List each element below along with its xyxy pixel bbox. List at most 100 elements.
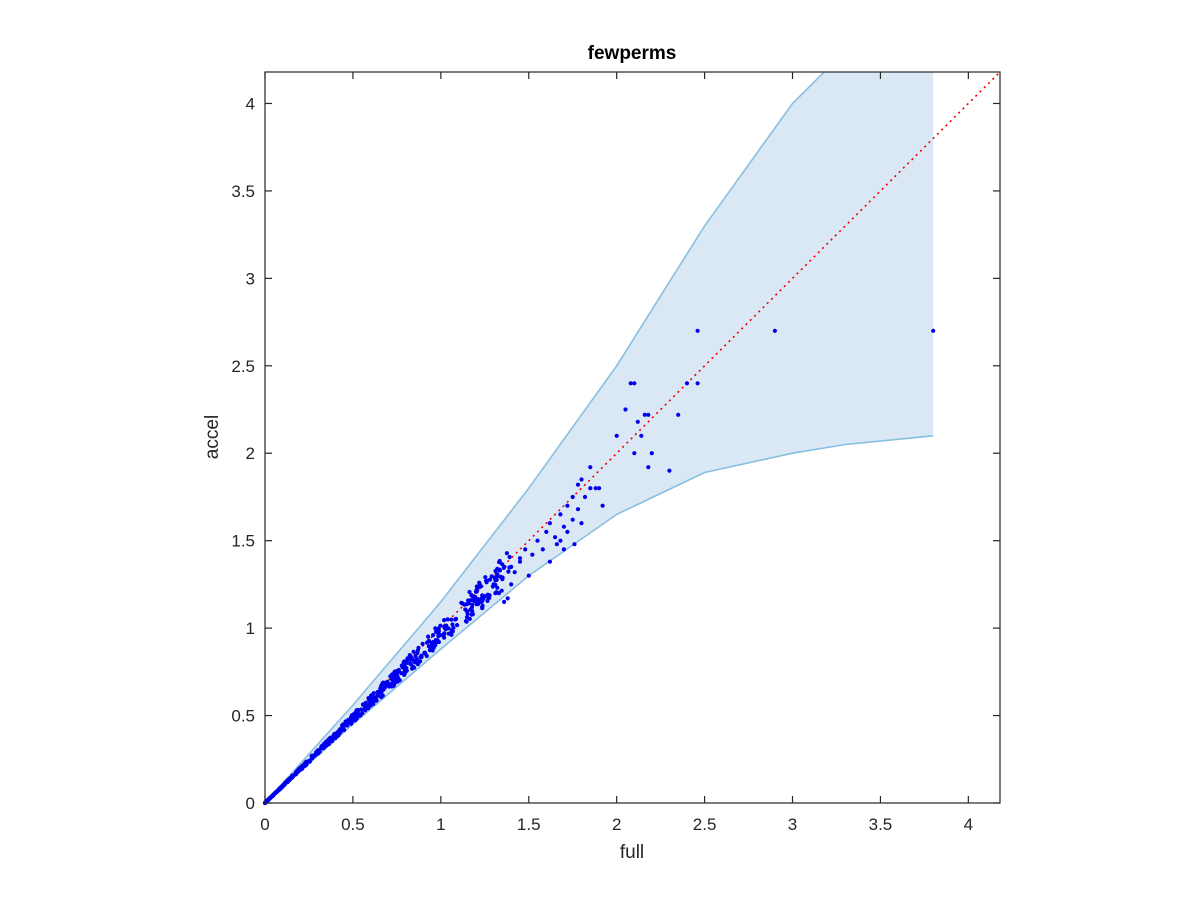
data-point bbox=[561, 524, 567, 529]
data-point bbox=[495, 585, 500, 590]
data-point bbox=[597, 486, 602, 491]
data-point bbox=[459, 600, 464, 605]
data-point bbox=[642, 412, 647, 417]
data-point bbox=[540, 547, 545, 552]
data-point bbox=[553, 535, 558, 540]
data-point bbox=[695, 328, 700, 333]
data-point bbox=[426, 634, 431, 639]
data-point bbox=[509, 582, 514, 587]
data-point bbox=[575, 507, 581, 512]
data-point bbox=[506, 569, 511, 574]
data-point bbox=[484, 578, 489, 583]
data-point bbox=[427, 648, 432, 653]
data-point bbox=[570, 494, 575, 500]
data-point bbox=[517, 556, 523, 561]
data-point bbox=[330, 735, 335, 740]
data-point bbox=[437, 633, 442, 638]
data-point bbox=[429, 643, 434, 648]
confidence-band bbox=[265, 72, 934, 803]
data-point bbox=[588, 486, 593, 491]
data-point bbox=[292, 772, 297, 777]
data-point bbox=[377, 690, 382, 695]
data-point bbox=[635, 419, 640, 424]
data-point bbox=[467, 589, 472, 595]
data-point bbox=[374, 698, 379, 703]
data-point bbox=[558, 538, 563, 543]
data-point bbox=[588, 465, 593, 470]
data-point bbox=[646, 412, 651, 417]
data-point bbox=[485, 598, 490, 604]
data-point bbox=[399, 663, 404, 668]
data-point bbox=[426, 638, 431, 644]
x-tick-label: 3.5 bbox=[869, 815, 893, 834]
data-point bbox=[355, 708, 360, 713]
data-point bbox=[450, 622, 455, 627]
data-point bbox=[561, 547, 567, 552]
data-point bbox=[502, 599, 507, 605]
data-point bbox=[396, 677, 402, 682]
x-tick-label: 4 bbox=[964, 815, 973, 834]
x-axis-ticks: 0 0.5 1 1.5 2 2.5 3 3.5 4 bbox=[260, 72, 973, 834]
data-point bbox=[390, 672, 395, 677]
band-lower-edge bbox=[265, 435, 934, 803]
data-point bbox=[341, 727, 346, 732]
data-point bbox=[415, 648, 420, 653]
axes-box bbox=[264, 71, 1001, 804]
data-point bbox=[288, 776, 293, 781]
data-point bbox=[412, 665, 417, 670]
data-point bbox=[476, 597, 481, 602]
data-point bbox=[378, 686, 383, 691]
data-point bbox=[487, 577, 493, 582]
data-point bbox=[507, 554, 512, 560]
data-point bbox=[354, 716, 359, 721]
data-point bbox=[523, 547, 528, 552]
data-point bbox=[358, 712, 363, 718]
data-point bbox=[572, 542, 577, 547]
data-point bbox=[442, 618, 447, 623]
data-point bbox=[554, 542, 560, 547]
data-point bbox=[419, 653, 424, 659]
data-point bbox=[464, 615, 470, 620]
data-point bbox=[446, 631, 451, 636]
x-tick-label: 1 bbox=[436, 815, 445, 834]
y-tick-label: 0 bbox=[246, 794, 255, 813]
data-point bbox=[363, 707, 368, 712]
data-point bbox=[476, 600, 481, 606]
data-point bbox=[547, 521, 553, 526]
data-point bbox=[582, 494, 588, 500]
data-point bbox=[411, 649, 416, 654]
data-point bbox=[380, 681, 385, 686]
y-tick-label: 1.5 bbox=[231, 532, 255, 551]
y-tick-label: 0.5 bbox=[231, 707, 255, 726]
y-tick-label: 3 bbox=[246, 269, 255, 288]
data-point bbox=[695, 381, 700, 386]
data-point bbox=[530, 552, 535, 557]
data-point bbox=[575, 482, 581, 487]
data-point bbox=[468, 598, 473, 603]
data-point bbox=[393, 679, 398, 684]
data-point bbox=[470, 602, 475, 607]
data-point bbox=[312, 753, 317, 758]
data-point bbox=[628, 381, 633, 386]
data-point bbox=[300, 764, 305, 769]
data-point bbox=[333, 736, 338, 741]
data-points bbox=[262, 328, 936, 806]
data-point bbox=[449, 617, 454, 622]
x-tick-label: 2.5 bbox=[693, 815, 717, 834]
data-point bbox=[491, 582, 496, 587]
data-point bbox=[496, 591, 501, 596]
data-point bbox=[321, 745, 326, 750]
data-point bbox=[449, 628, 455, 633]
data-point bbox=[444, 623, 449, 628]
data-point bbox=[676, 412, 681, 417]
y-tick-label: 1 bbox=[246, 619, 255, 638]
x-tick-label: 1.5 bbox=[517, 815, 541, 834]
band-area bbox=[265, 72, 934, 803]
data-point bbox=[639, 433, 644, 438]
data-point bbox=[315, 748, 320, 753]
data-point bbox=[431, 640, 436, 645]
data-point bbox=[504, 551, 509, 556]
data-point bbox=[438, 623, 443, 628]
data-point bbox=[380, 693, 385, 698]
